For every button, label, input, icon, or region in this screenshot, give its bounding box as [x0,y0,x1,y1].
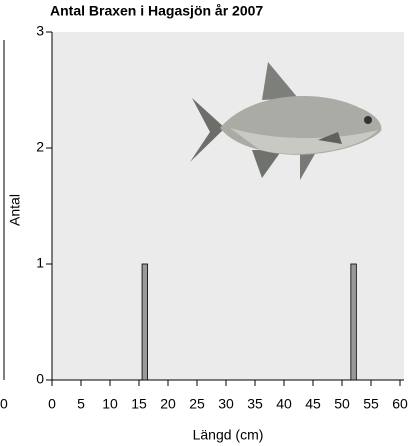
x-tick-label: 10 [102,396,118,412]
chart-title: Antal Braxen i Hagasjön år 2007 [50,3,263,19]
x-tick-label: 5 [77,396,85,412]
x-tick-label: 20 [160,396,176,412]
y-tick-label: 3 [36,23,44,39]
x-tick-label: 0 [48,396,56,412]
x-tick-label: 15 [131,396,147,412]
x-tick-label: 30 [218,396,234,412]
x-tick-label: 60 [392,396,408,412]
y-tick-label: 1 [36,255,44,271]
y-tick-label: 0 [36,371,44,387]
neighbor-tick-label: 0 [0,396,8,412]
y-axis-label: Antal [7,194,23,226]
x-tick-label: 40 [276,396,292,412]
x-tick-label: 25 [189,396,205,412]
x-tick-label: 55 [363,396,379,412]
x-axis-label: Längd (cm) [193,427,264,443]
x-tick-label: 45 [305,396,321,412]
x-tick-label: 50 [334,396,350,412]
bar [351,264,357,380]
bar [142,264,148,380]
x-tick-label: 35 [247,396,263,412]
chart: 0 Antal Braxen i Hagasjön år 2007 Längd … [0,0,411,446]
y-tick-label: 2 [36,139,44,155]
